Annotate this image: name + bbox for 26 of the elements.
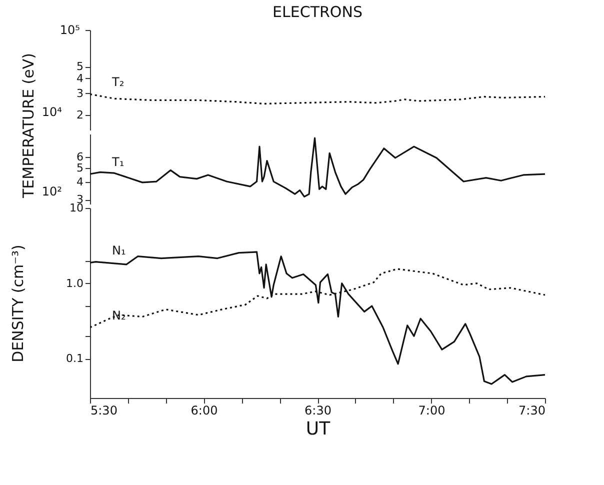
text: 10⁴: [42, 105, 62, 119]
line-series: [90, 137, 545, 198]
x-tick-label: 6:00: [190, 404, 218, 418]
y-tick-label: 3: [76, 86, 84, 100]
series-label: T₂: [111, 75, 124, 90]
y-tick-label: 1.0: [66, 276, 84, 290]
x-tick-label: 7:30: [518, 404, 546, 418]
y-tick-label: 5: [76, 162, 84, 175]
series-label: N₁: [112, 244, 126, 258]
chart-title: ELECTRONS: [272, 3, 362, 21]
x-tick-label: 5:30: [90, 404, 118, 418]
series-label: T₁: [111, 155, 124, 170]
x-tick-label: 7:00: [418, 404, 446, 418]
y-axis-title: DENSITY (cm⁻³): [9, 244, 28, 362]
x-tick-label: 6:30: [304, 404, 332, 418]
y-axis-title: TEMPERATURE (eV): [20, 52, 38, 200]
y-tick-label: 4: [76, 72, 84, 85]
y-tick-label: 4: [76, 175, 84, 188]
y-tick-label: 5: [76, 60, 84, 74]
line-series: [90, 93, 545, 105]
y-tick-label: 0.1: [66, 352, 84, 366]
y-tick-label: 2: [76, 108, 84, 122]
x-axis-title: UT: [306, 418, 332, 440]
text: 10⁵: [60, 23, 80, 37]
y-tick-label: 6: [76, 150, 84, 164]
text: 10²: [42, 184, 62, 198]
